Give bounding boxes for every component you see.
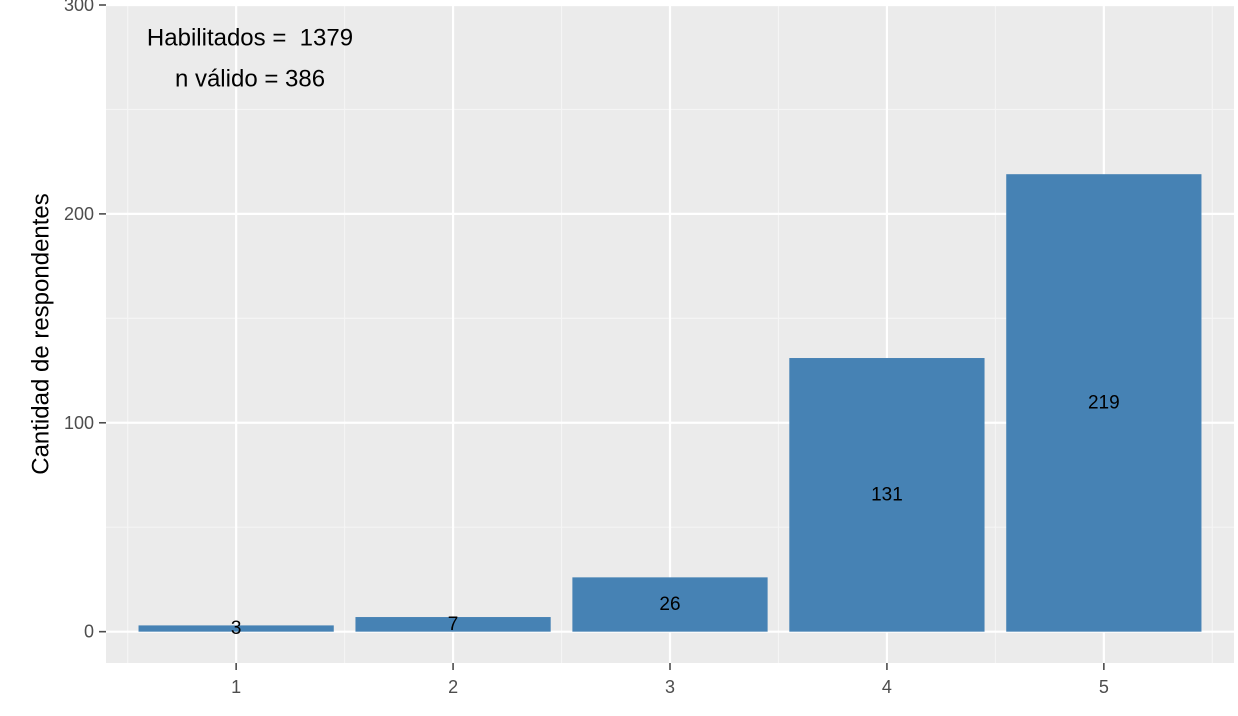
y-tick-label: 300 [64,0,94,15]
y-tick-label: 100 [64,413,94,433]
bar-3 [572,577,768,632]
bar-5 [1006,174,1202,632]
x-tick-label: 3 [665,677,675,697]
bar-4 [789,358,985,632]
bar-value-label: 26 [659,594,680,615]
y-axis-title: Cantidad de respondentes [28,193,55,475]
x-tick-label: 1 [231,677,241,697]
x-tick-label: 2 [448,677,458,697]
bar-value-label: 7 [448,614,459,635]
bars [138,174,1202,632]
bar-value-label: 131 [871,484,903,505]
bar-1 [138,625,334,632]
y-axis: 0 100 200 300 [64,0,106,642]
x-tick-label: 5 [1099,677,1109,697]
y-tick-label: 200 [64,204,94,224]
bar-value-label: 3 [231,618,242,639]
x-tick-label: 4 [882,677,892,697]
annotation-line: Habilitados = 1379 [147,25,353,52]
bar-labels: 3 7 26 131 219 [231,392,1120,639]
x-axis: 1 2 3 4 5 [231,663,1109,697]
annotation-line: n válido = 386 [175,66,325,93]
annotations: Habilitados = 1379 n válido = 386 [147,25,353,93]
bar-2 [355,617,551,632]
y-tick-label: 0 [84,622,94,642]
bar-value-label: 219 [1088,392,1120,413]
